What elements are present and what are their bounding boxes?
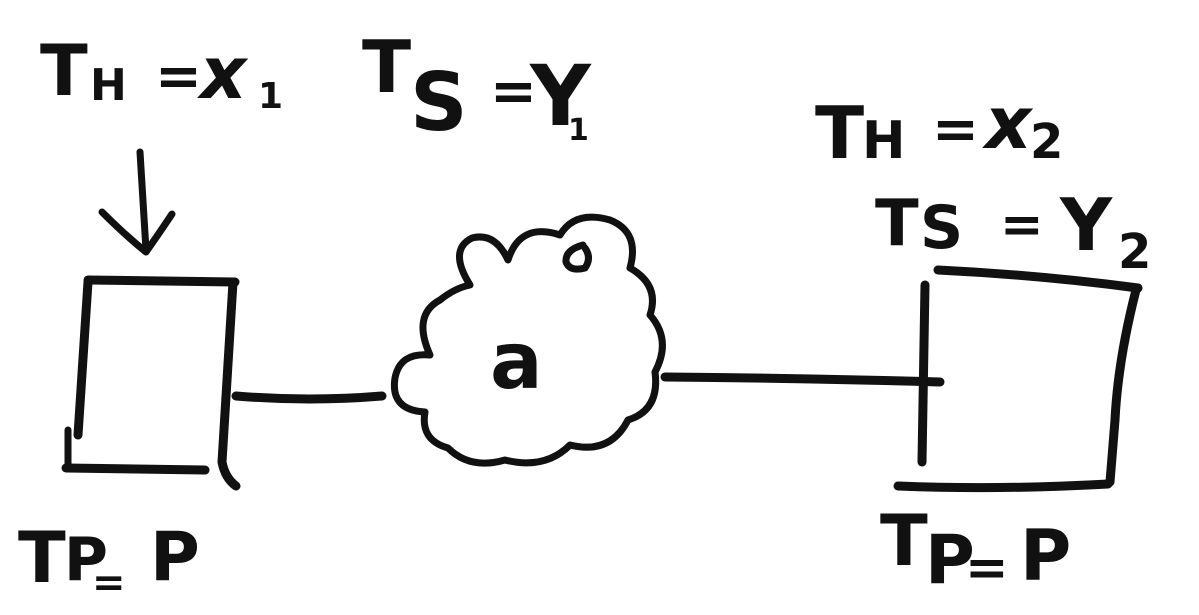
ts-top-base: T [362, 25, 411, 109]
left-th-eq: = [155, 44, 202, 109]
ts-top-label: T S = Y 1 [362, 25, 592, 149]
left-th-label: T H = x 1 [40, 30, 283, 117]
right-th-idx: 2 [1030, 114, 1063, 170]
right-th-label: T H = x 2 [815, 81, 1063, 175]
right-tp-base: T [880, 500, 928, 582]
left-th-var: x [197, 31, 249, 115]
left-host-box [61, 275, 241, 491]
ts-top-idx: 1 [568, 113, 589, 148]
right-ts-label: T S = Y 2 [875, 183, 1151, 280]
right-th-var: x [982, 81, 1034, 165]
right-host-box [893, 265, 1143, 493]
link-left-cloud [231, 391, 387, 404]
left-tp-base: T [18, 517, 66, 599]
down-arrow-icon [98, 148, 176, 256]
left-tp-eq: = [92, 560, 126, 606]
right-tp-val: P [1020, 515, 1071, 597]
right-tp-sub: P [925, 521, 975, 600]
ts-top-sub: S [410, 56, 468, 149]
left-th-base: T [40, 30, 88, 112]
left-tp-label: T P = P [18, 517, 200, 606]
left-th-sub: H [90, 60, 127, 111]
left-th-idx: 1 [258, 76, 283, 117]
right-ts-base: T [875, 187, 919, 261]
right-tp-eq: = [965, 538, 1009, 598]
right-th-sub: H [862, 111, 906, 171]
right-th-eq: = [932, 97, 979, 162]
left-tp-val: P [150, 518, 200, 597]
right-th-base: T [815, 91, 864, 175]
left-tp-sub: P [64, 525, 108, 595]
right-ts-idx: 2 [1118, 224, 1151, 280]
right-tp-label: T P = P [880, 500, 1071, 600]
link-cloud-right [660, 372, 945, 387]
right-ts-var: Y [1059, 183, 1113, 267]
ts-top-eq: = [490, 59, 537, 124]
cloud-label: a [490, 317, 543, 407]
right-ts-eq: = [1000, 195, 1044, 255]
ts-top-var: Y [529, 47, 592, 145]
cloud-icon: a [390, 213, 666, 467]
right-ts-sub: S [920, 193, 963, 263]
